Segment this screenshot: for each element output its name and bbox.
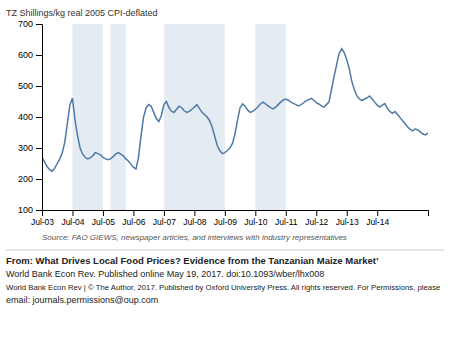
y-tick: 500 (18, 81, 42, 91)
x-tick-label: Jul-12 (305, 217, 328, 227)
x-tick-label: Jul-10 (244, 217, 267, 227)
x-tick-label: Jul-08 (183, 217, 206, 227)
shaded-region (72, 24, 102, 210)
y-tick: 300 (18, 143, 42, 153)
x-tick-mark (255, 210, 256, 216)
footer-text: email: journals.permissions@oup.com (6, 295, 158, 305)
x-tick: Jul-13 (336, 210, 359, 227)
x-tick: Jul-04 (61, 210, 84, 227)
x-tick-mark (225, 210, 226, 216)
x-tick-mark (377, 210, 378, 216)
x-tick: Jul-11 (275, 210, 298, 227)
x-tick-label: Jul-06 (122, 217, 145, 227)
x-tick: Jul-14 (366, 210, 389, 227)
y-tick-label: 400 (18, 112, 33, 122)
source-text: Source: FAO GIEWS, newspaper articles, a… (42, 233, 347, 242)
x-tick-label: Jul-13 (336, 217, 359, 227)
x-tick-mark (316, 210, 317, 216)
y-tick-mark (36, 86, 42, 87)
shaded-region (255, 24, 285, 210)
x-tick: Jul-05 (92, 210, 115, 227)
shaded-region (164, 24, 225, 210)
y-tick-label: 700 (18, 19, 33, 29)
x-tick-mark (164, 210, 165, 216)
y-tick-mark (36, 179, 42, 180)
y-axis-label: TZ Shillings/kg real 2005 CPI-deflated (6, 8, 158, 18)
y-tick-mark (36, 117, 42, 118)
x-tick-label: Jul-09 (214, 217, 237, 227)
x-tick-label: Jul-05 (92, 217, 115, 227)
x-axis-line (43, 211, 429, 217)
footer-text: World Bank Econ Rev. Published online Ma… (6, 269, 324, 279)
shaded-region (111, 24, 126, 210)
y-tick: 400 (18, 112, 42, 122)
y-tick-mark (36, 55, 42, 56)
x-tick: Jul-12 (305, 210, 328, 227)
x-tick: Jul-07 (153, 210, 176, 227)
marks (42, 24, 428, 210)
x-axis: Jul-03 Jul-04 Jul-05 Jul-06 Jul-07 Jul-08 Jul-… (31, 210, 429, 227)
x-tick: Jul-08 (183, 210, 206, 227)
x-tick: Jul-03 (31, 210, 54, 227)
y-tick-label: 500 (18, 81, 33, 91)
y-tick-label: 200 (18, 174, 33, 184)
x-tick: Jul-09 (214, 210, 237, 227)
x-tick-label: Jul-11 (275, 217, 298, 227)
x-tick-mark (133, 210, 134, 216)
x-tick-label: Jul-07 (153, 217, 176, 227)
y-tick: 100 (18, 205, 42, 215)
chart: 100200300400500600700Jul-03Jul-04Jul-05J… (0, 0, 450, 338)
separator (6, 250, 444, 251)
y-axis-line (36, 25, 43, 211)
y-tick-mark (36, 24, 42, 25)
y-tick-label: 100 (18, 205, 33, 215)
x-tick-label: Jul-03 (31, 217, 54, 227)
y-tick-label: 600 (18, 50, 33, 60)
x-tick-mark (194, 210, 195, 216)
x-tick-mark (347, 210, 348, 216)
y-tick-mark (36, 148, 42, 149)
x-tick-mark (286, 210, 287, 216)
footer-text: World Bank Econ Rev | © The Author, 2017… (6, 283, 440, 292)
y-tick: 600 (18, 50, 42, 60)
x-tick-label: Jul-14 (366, 217, 389, 227)
y-tick-label: 300 (18, 143, 33, 153)
price-line (42, 49, 428, 171)
y-tick: 700 (18, 19, 42, 29)
x-tick-mark (103, 210, 104, 216)
x-tick-mark (72, 210, 73, 216)
footer-text: From: What Drives Local Food Prices? Evi… (6, 255, 379, 266)
x-tick-label: Jul-04 (61, 217, 84, 227)
x-tick-mark (42, 210, 43, 216)
x-tick: Jul-10 (244, 210, 267, 227)
x-tick: Jul-06 (122, 210, 145, 227)
y-axis: 100 200 300 400 500 600 700 (18, 19, 43, 215)
plot: 100200300400500600700Jul-03Jul-04Jul-05J… (18, 19, 429, 227)
y-tick: 200 (18, 174, 42, 184)
y-tick-mark (36, 210, 42, 211)
